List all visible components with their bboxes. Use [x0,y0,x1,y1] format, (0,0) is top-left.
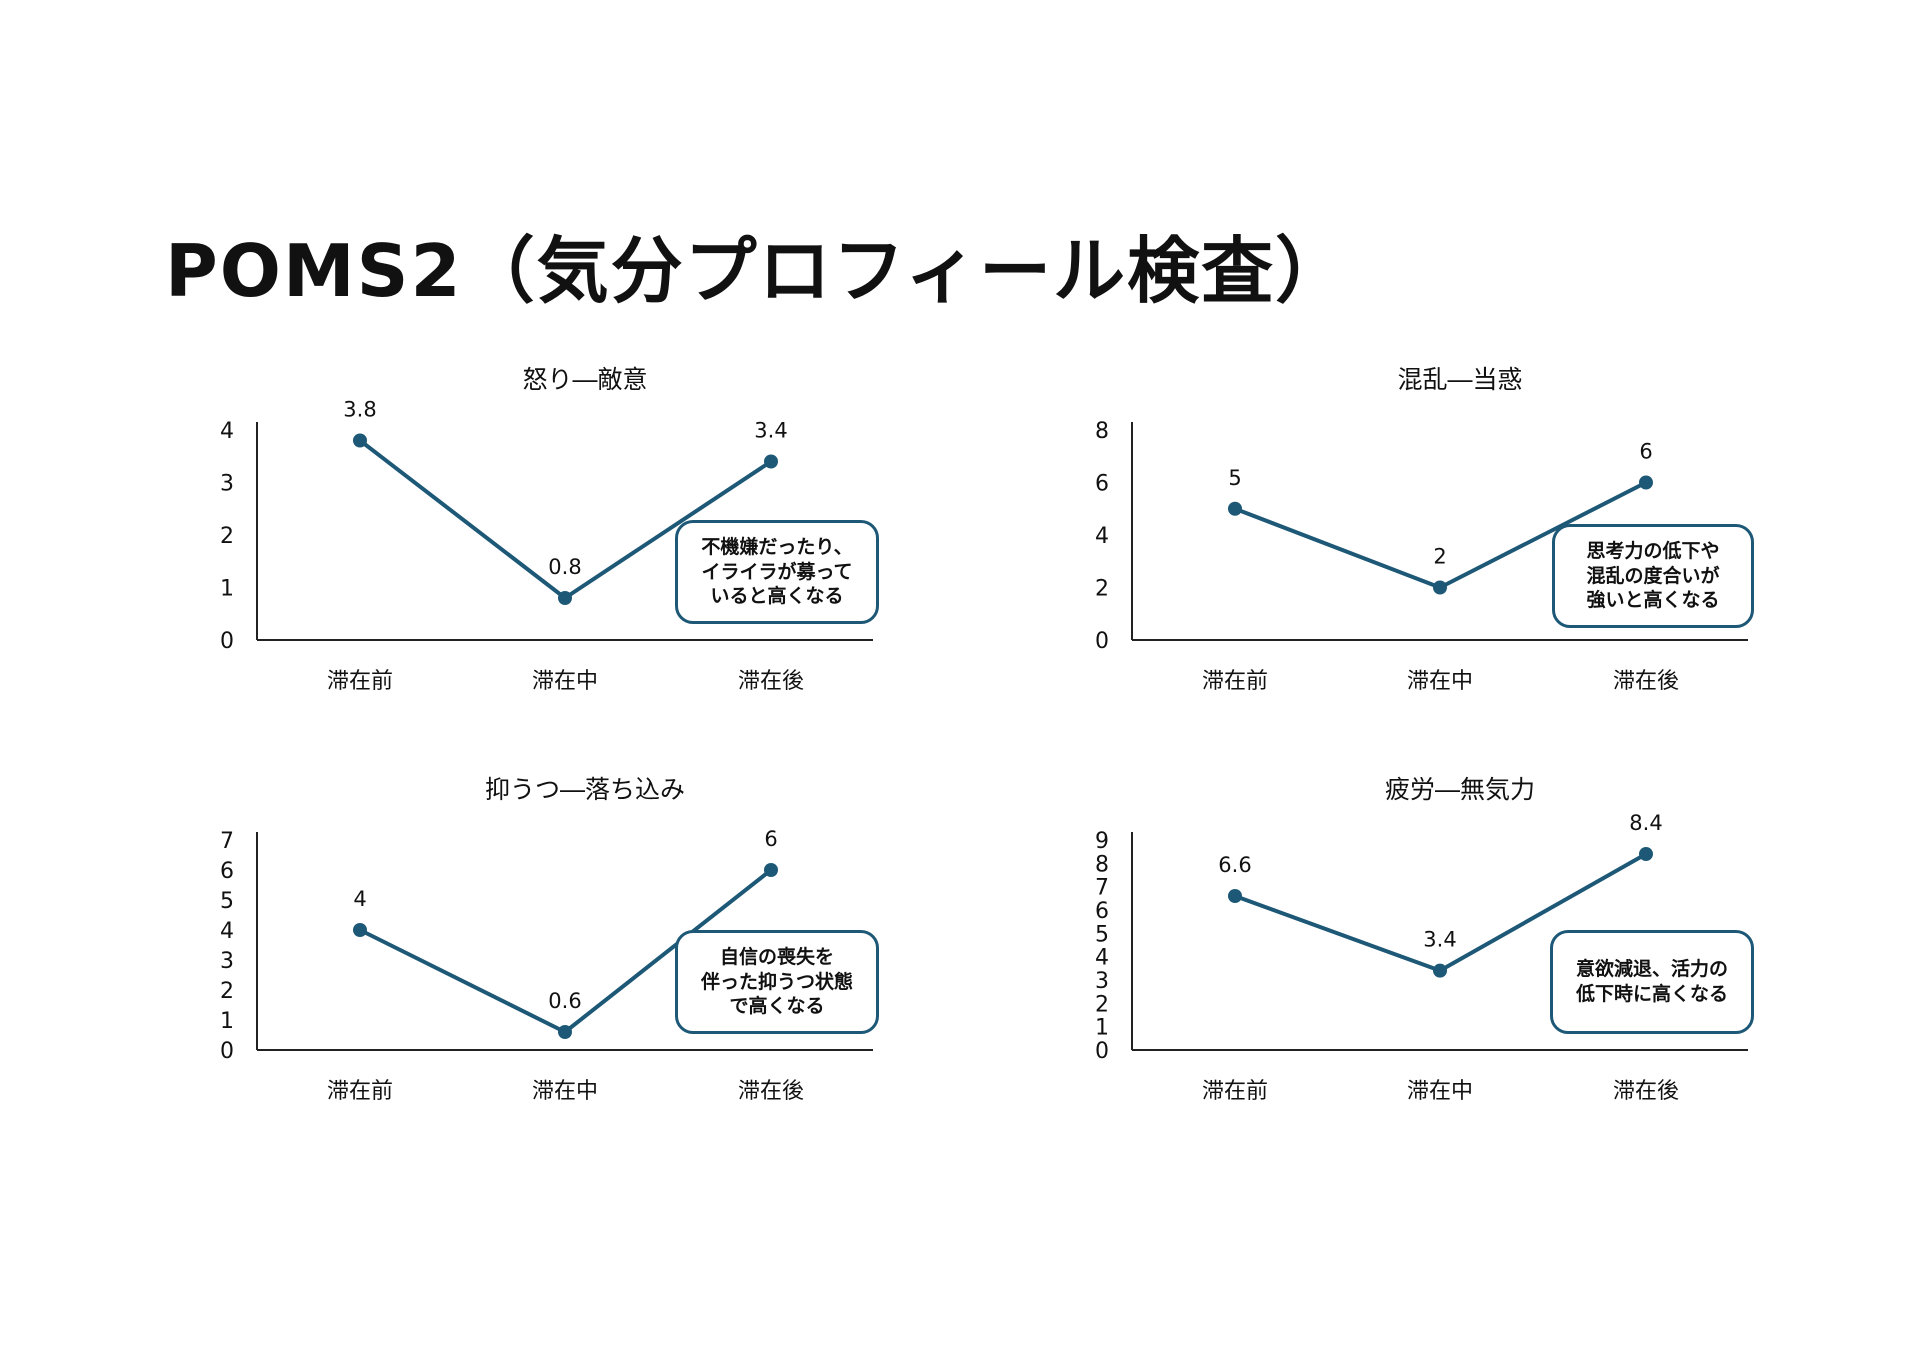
y-tick-label: 8 [1095,419,1109,444]
data-point [558,591,572,605]
y-tick-label: 0 [1095,629,1109,654]
x-tick-label: 滞在後 [738,669,804,694]
data-point [1228,889,1242,903]
y-tick-label: 4 [220,419,234,444]
x-tick-label: 滞在中 [1407,1079,1473,1104]
y-tick-label: 5 [1095,922,1109,947]
data-label: 3.4 [1423,928,1456,952]
y-tick-label: 4 [1095,946,1109,971]
data-point [764,863,778,877]
x-tick-label: 滞在前 [1202,669,1268,694]
data-label: 6.6 [1218,853,1251,877]
data-label: 5 [1228,466,1241,490]
data-label: 6 [1639,440,1652,464]
data-point [764,454,778,469]
y-tick-label: 6 [220,859,234,884]
y-tick-label: 4 [220,919,234,944]
y-tick-label: 7 [1095,876,1109,901]
y-tick-label: 3 [220,949,234,974]
data-point [1228,501,1242,516]
y-tick-label: 5 [220,889,234,914]
chart-plot: 0 1 2 3 4 滞在前 滞在中 滞在後 3.8 0.8 3.4 [220,398,873,694]
data-point [1433,963,1447,978]
y-tick-label: 2 [1095,577,1109,602]
y-tick-label: 0 [220,629,234,654]
data-label: 4 [353,887,366,911]
y-tick-label: 6 [1095,472,1109,497]
y-tick-label: 3 [220,472,234,497]
x-tick-label: 滞在中 [532,669,598,694]
y-tick-label: 8 [1095,852,1109,877]
chart-title: 怒り―敵意 [522,365,648,394]
chart-note: 思考力の低下や 混乱の度合いが 強いと高くなる [1552,524,1754,628]
y-tick-label: 1 [220,577,234,602]
x-tick-label: 滞在中 [1407,669,1473,694]
y-tick-label: 2 [220,524,234,549]
chart-anger-hostility: 怒り―敵意 0 1 2 3 4 滞在前 滞在中 滞在後 3.8 0.8 3.4 不機嫌だったり、 イ… [205,360,965,720]
y-tick-label: 2 [220,979,234,1004]
x-tick-label: 滞在中 [532,1079,598,1104]
data-label: 3.4 [754,419,787,443]
y-tick-label: 0 [220,1039,234,1064]
data-point [1433,580,1447,595]
chart-fatigue-inertia: 疲労―無気力 0 1 2 3 4 5 6 7 8 9 滞在前 滞在中 滞在後 6.6 3.4 8.4 意欲減退… [1080,770,1840,1130]
y-tick-label: 1 [220,1009,234,1034]
x-tick-label: 滞在前 [327,1079,393,1104]
data-point [558,1025,572,1039]
data-label: 0.8 [548,555,581,579]
y-tick-label: 0 [1095,1039,1109,1064]
data-label: 6 [764,827,777,851]
y-tick-label: 3 [1095,969,1109,994]
chart-plot: 0 2 4 6 8 滞在前 滞在中 滞在後 5 2 6 [1095,419,1748,694]
data-label: 8.4 [1629,811,1662,835]
data-label: 3.8 [343,398,376,422]
chart-depression-dejection: 抑うつ―落ち込み 0 1 2 3 4 5 6 7 滞在前 滞在中 滞在後 4 0.6 6 自信の喪失を 伴… [205,770,965,1130]
x-tick-label: 滞在後 [738,1079,804,1104]
data-label: 0.6 [548,989,581,1013]
x-tick-label: 滞在後 [1613,1079,1679,1104]
y-tick-label: 4 [1095,524,1109,549]
x-tick-label: 滞在後 [1613,669,1679,694]
data-point [1639,475,1653,490]
x-tick-label: 滞在前 [327,669,393,694]
chart-note: 自信の喪失を 伴った抑うつ状態 で高くなる [675,930,879,1034]
data-point [1639,847,1653,861]
chart-title: 疲労―無気力 [1384,775,1535,804]
chart-note: 不機嫌だったり、 イライラが募って いると高くなる [675,520,879,624]
y-tick-label: 6 [1095,899,1109,924]
y-tick-label: 7 [220,829,234,854]
chart-plot: 0 1 2 3 4 5 6 7 滞在前 滞在中 滞在後 4 0.6 6 [220,827,873,1104]
y-tick-label: 1 [1095,1016,1109,1041]
chart-confusion-bewilderment: 混乱―当惑 0 2 4 6 8 滞在前 滞在中 滞在後 5 2 6 思考力の低下や 混乱の度合いが … [1080,360,1840,720]
data-point [353,923,367,937]
chart-note: 意欲減退、活力の 低下時に高くなる [1550,930,1754,1034]
page-title: POMS2（気分プロフィール検査） [165,229,1350,313]
y-tick-label: 2 [1095,992,1109,1017]
x-tick-label: 滞在前 [1202,1079,1268,1104]
chart-title: 混乱―当惑 [1397,365,1523,394]
y-tick-label: 9 [1095,829,1109,854]
data-point [353,433,367,448]
chart-title: 抑うつ―落ち込み [484,775,685,804]
data-label: 2 [1433,545,1446,569]
